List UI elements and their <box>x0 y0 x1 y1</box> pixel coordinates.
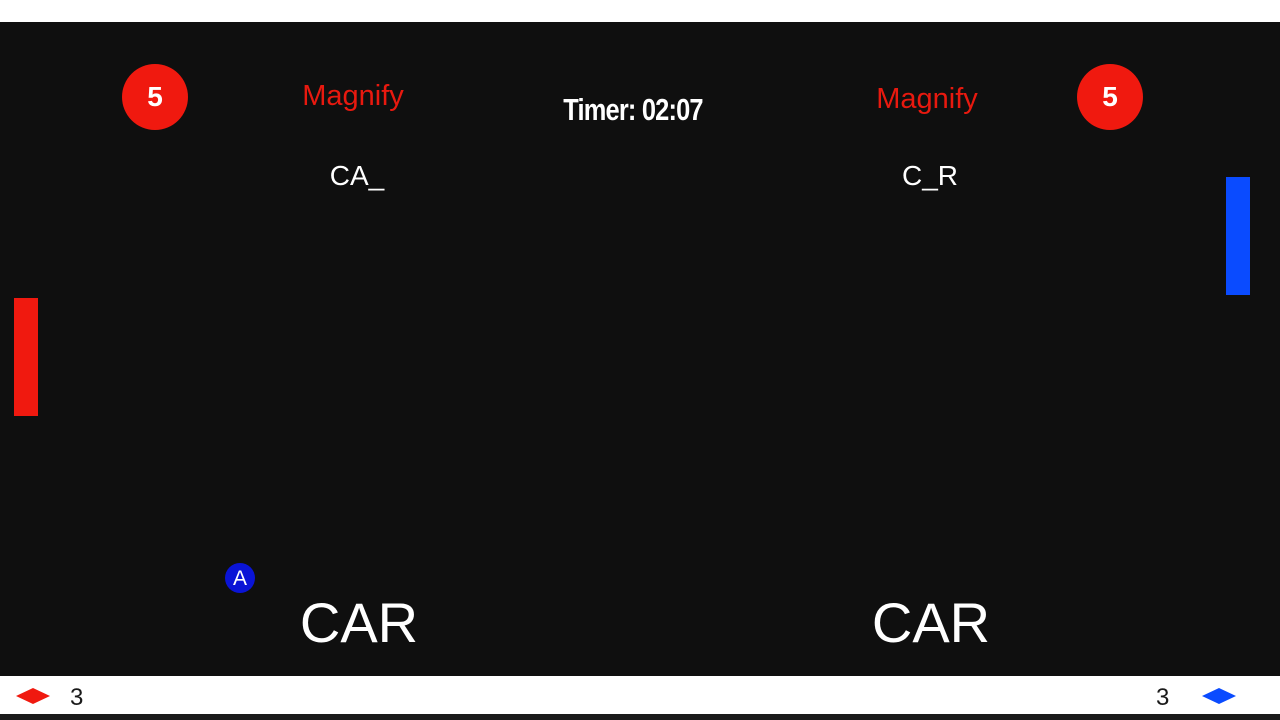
right-lives-count: 3 <box>1156 684 1170 711</box>
timer-value: 02:07 <box>641 92 704 127</box>
status-bar <box>0 676 1280 714</box>
letter-ball: A <box>225 563 255 593</box>
right-paddle[interactable] <box>1226 177 1250 295</box>
right-word-progress: C_R <box>901 160 958 191</box>
left-powerup-label: Magnify <box>302 80 404 112</box>
ball-letter: A <box>232 566 247 590</box>
blue-diamond-icon <box>1202 688 1236 704</box>
top-bar <box>0 0 1280 22</box>
left-paddle[interactable] <box>14 298 38 416</box>
left-score-badge: 5 <box>122 64 188 130</box>
bottom-edge <box>0 714 1280 720</box>
game-area[interactable] <box>0 22 1280 676</box>
red-diamond-icon <box>16 688 50 704</box>
right-target-word: CAR <box>871 591 991 654</box>
left-word-progress: CA_ <box>329 160 385 191</box>
timer-display: Timer: 02:07 <box>549 92 718 128</box>
right-powerup-label: Magnify <box>876 83 978 115</box>
timer-label: Timer: <box>563 92 636 127</box>
right-score-badge: 5 <box>1077 64 1143 130</box>
left-target-word: CAR <box>299 591 419 654</box>
left-lives-count: 3 <box>70 684 84 711</box>
